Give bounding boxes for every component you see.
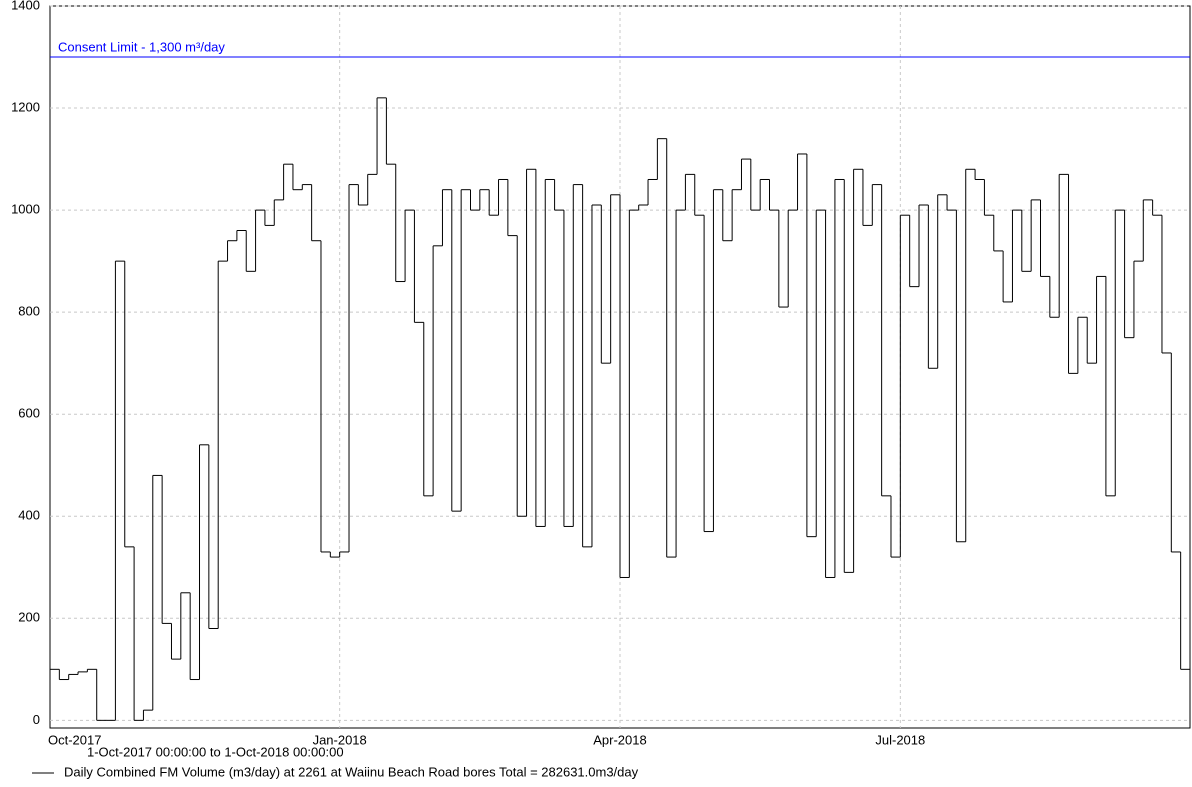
y-tick-label: 0 — [33, 712, 40, 727]
x-tick-label: Oct-2017 — [48, 732, 101, 747]
y-tick-label: 800 — [18, 304, 40, 319]
y-tick-label: 200 — [18, 610, 40, 625]
period-label: 1-Oct-2017 00:00:00 to 1-Oct-2018 00:00:… — [87, 744, 344, 759]
y-tick-label: 1200 — [11, 99, 40, 114]
legend-entry: Daily Combined FM Volume (m3/day) at 226… — [64, 764, 639, 779]
x-tick-label: Jan-2018 — [313, 732, 367, 747]
y-tick-label: 1000 — [11, 202, 40, 217]
x-tick-label: Apr-2018 — [593, 732, 646, 747]
y-tick-label: 600 — [18, 406, 40, 421]
y-tick-label: 1400 — [11, 0, 40, 12]
y-tick-label: 400 — [18, 508, 40, 523]
limit-label: Consent Limit - 1,300 m³/day — [58, 39, 225, 54]
x-tick-label: Jul-2018 — [875, 732, 925, 747]
